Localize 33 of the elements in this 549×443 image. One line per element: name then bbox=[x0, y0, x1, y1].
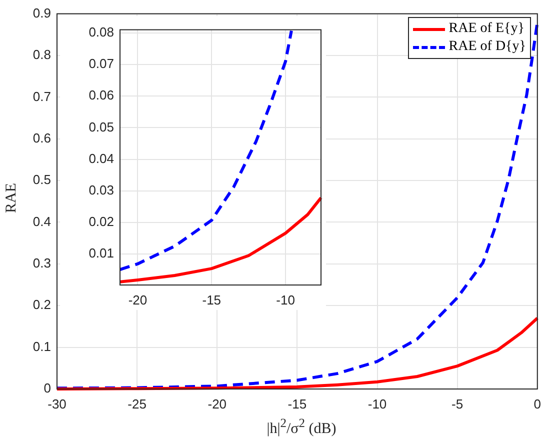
y-tick-label: 0.9 bbox=[32, 5, 51, 20]
y-tick-label: 0.02 bbox=[88, 214, 114, 230]
x-tick-label: -20 bbox=[128, 292, 148, 308]
x-tick-label: -5 bbox=[452, 396, 464, 412]
y-axis-title: RAE bbox=[4, 183, 20, 213]
line-series bbox=[118, 29, 293, 272]
y-tick-label: 0.03 bbox=[88, 182, 114, 198]
x-tick-label: -15 bbox=[202, 292, 222, 308]
x-tick-label: -10 bbox=[368, 396, 387, 412]
y-tick-label: 0.4 bbox=[32, 214, 51, 229]
x-tick-label: -20 bbox=[208, 396, 227, 412]
y-tick-label: 0.7 bbox=[32, 88, 51, 104]
y-tick-label: 0.3 bbox=[32, 256, 51, 271]
y-tick-label: 0.04 bbox=[88, 150, 114, 166]
y-tick-label: 0.2 bbox=[32, 297, 51, 312]
y-tick-label: 0 bbox=[44, 380, 51, 396]
x-tick-label: -15 bbox=[288, 396, 307, 412]
x-axis-title: |h|$^{2}$/σ$^{2}$ (dB) bbox=[266, 416, 336, 438]
y-tick-label: 0.06 bbox=[88, 88, 114, 103]
x-tick-label: -30 bbox=[48, 396, 66, 412]
y-tick-label: 0.8 bbox=[32, 47, 51, 62]
y-tick-label: 0.1 bbox=[32, 338, 51, 354]
y-tick-label: 0.08 bbox=[88, 24, 114, 40]
y-tick-label: 0.07 bbox=[88, 56, 114, 72]
x-tick-label: -10 bbox=[276, 292, 295, 308]
y-tick-label: 0.01 bbox=[88, 246, 114, 261]
legend-label: RAE of D{y} bbox=[448, 39, 526, 55]
y-tick-label: 0.6 bbox=[32, 130, 51, 146]
legend-label: RAE of E{y} bbox=[448, 21, 524, 37]
x-tick-label: -25 bbox=[128, 396, 146, 412]
x-tick-label: 0 bbox=[534, 396, 541, 412]
y-tick-label: 0.05 bbox=[88, 119, 114, 134]
y-tick-label: 0.5 bbox=[32, 172, 51, 188]
